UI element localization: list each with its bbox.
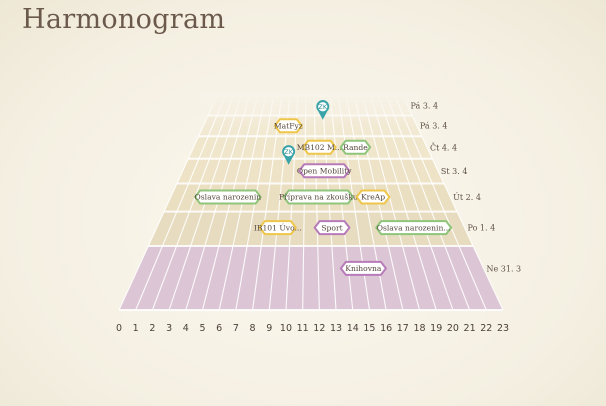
event-label: Oslava narozenin...: [377, 223, 451, 232]
hour-label: 17: [397, 323, 409, 334]
event-tag-shape: [282, 189, 354, 205]
hour-label: 7: [233, 323, 239, 334]
event-tag[interactable]: Knihovna: [339, 260, 387, 276]
event-tag-shape: [273, 118, 303, 134]
event-tag[interactable]: Oslava narozenin: [194, 189, 262, 205]
event-tag[interactable]: IB101 Úvo...: [254, 220, 302, 236]
event-tag-shape: [258, 220, 297, 236]
pin-label: ZK: [318, 103, 327, 111]
hour-gridline: [362, 95, 421, 311]
pin-badge: [318, 102, 328, 112]
hour-label: 10: [280, 323, 292, 334]
event-label: MB102 M...: [297, 143, 342, 152]
event-label: Rande: [343, 143, 368, 152]
event-tag-shape: [313, 220, 351, 236]
event-tag[interactable]: KreAp: [355, 189, 391, 205]
event-tag[interactable]: Sport: [313, 220, 351, 236]
hour-label: 8: [250, 323, 256, 334]
event-tag-shape: [298, 163, 351, 179]
event-tag[interactable]: Open Mobility: [297, 163, 352, 179]
hour-label: 14: [347, 323, 359, 334]
hour-label: 18: [413, 323, 425, 334]
app-title: Harmonogram: [22, 4, 226, 35]
event-tag-shape: [375, 220, 453, 236]
hour-gridline: [378, 95, 454, 311]
hour-label: 19: [430, 323, 442, 334]
event-label: Knihovna: [345, 264, 382, 273]
hour-label: 0: [116, 323, 122, 334]
hour-label: 15: [363, 323, 375, 334]
hour-label: 2: [149, 323, 155, 334]
event-tag-shape: [339, 139, 372, 155]
hour-label: 12: [313, 323, 325, 334]
day-label: Út 2. 4: [453, 193, 481, 202]
event-tag-shape: [302, 139, 337, 155]
pins-layer: ZK ZK: [282, 100, 330, 165]
map-pin[interactable]: ZK: [282, 145, 296, 165]
day-label: Čt 4. 4: [430, 143, 457, 152]
event-tag[interactable]: Příprava na zkoušku: [279, 189, 358, 205]
hour-gridline: [370, 95, 437, 311]
hour-label: 20: [447, 323, 459, 334]
day-label: St 3. 4: [441, 167, 468, 176]
hour-gridline: [252, 95, 283, 311]
hour-label: 21: [464, 323, 476, 334]
hour-gridline: [135, 95, 226, 311]
hour-label: 23: [497, 323, 509, 334]
event-tag[interactable]: Rande: [339, 139, 372, 155]
day-label: Pá 3. 4: [420, 122, 448, 131]
hour-gridline: [394, 95, 487, 311]
events-layer: Knihovna IB101 Úvo... Sport Oslava narozeni…: [194, 118, 453, 276]
hour-gridline: [402, 95, 504, 311]
day-labels: Ne 31. 3 Po 1. 4 Út 2. 4 St 3. 4 Čt 4. 4 Pá 3…: [410, 102, 521, 274]
event-tag[interactable]: MB102 M...: [297, 139, 342, 155]
hour-label: 6: [216, 323, 222, 334]
event-tag-shape: [339, 260, 387, 276]
hour-gridline: [118, 95, 218, 311]
event-tag[interactable]: Oslava narozenin...: [375, 220, 453, 236]
horizon-fade: [200, 92, 420, 128]
event-label: IB101 Úvo...: [254, 223, 302, 232]
event-label: MatFyz: [274, 121, 303, 130]
day-label: Ne 31. 3: [487, 264, 522, 273]
hour-label: 9: [266, 323, 272, 334]
event-label: KreAp: [361, 193, 385, 202]
event-label: Oslava narozenin: [195, 193, 262, 202]
hour-label: 13: [330, 323, 342, 334]
event-label: Open Mobility: [297, 166, 352, 175]
hour-label: 5: [199, 323, 205, 334]
event-tag[interactable]: MatFyz: [273, 118, 303, 134]
day-label: Po 1. 4: [468, 224, 496, 233]
event-label: Sport: [321, 223, 342, 232]
hour-label: 3: [166, 323, 172, 334]
event-tag-shape: [355, 189, 391, 205]
hour-label: 4: [183, 323, 189, 334]
hour-label: 1: [133, 323, 139, 334]
hour-label: 11: [297, 323, 309, 334]
pin-label: ZK: [284, 148, 293, 156]
hour-label: 16: [380, 323, 392, 334]
day-label: Pá 3. 4: [410, 102, 438, 111]
event-label: Příprava na zkoušku: [279, 193, 358, 202]
hour-gridline: [386, 95, 471, 311]
map-pin[interactable]: ZK: [316, 100, 330, 120]
event-tag-shape: [194, 189, 262, 205]
hour-gridline: [151, 95, 234, 311]
hour-label: 22: [480, 323, 492, 334]
pin-badge: [284, 147, 294, 157]
hour-axis-labels: 0 1 2 3 4 5 6 7 8 9 10 11 12 13 14 15 16 17 18 19 20 21 22 23: [116, 323, 509, 334]
day-band: [119, 245, 503, 310]
